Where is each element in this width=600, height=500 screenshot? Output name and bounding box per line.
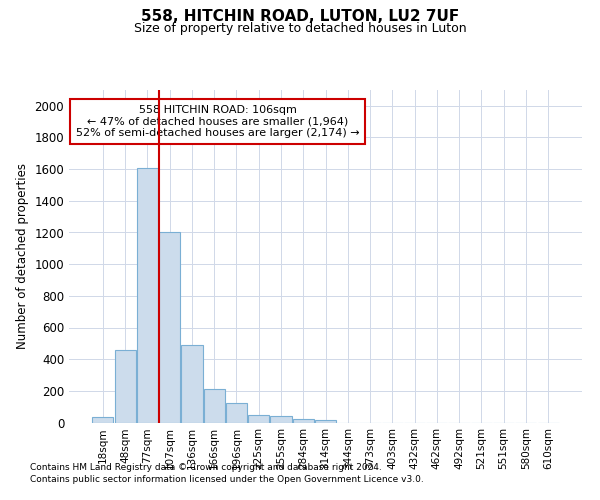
Bar — [271, 416, 292, 422]
Text: Contains public sector information licensed under the Open Government Licence v3: Contains public sector information licen… — [30, 475, 424, 484]
Bar — [248, 414, 269, 422]
Text: Contains HM Land Registry data © Crown copyright and database right 2024.: Contains HM Land Registry data © Crown c… — [30, 464, 382, 472]
Y-axis label: Number of detached properties: Number of detached properties — [16, 163, 29, 349]
Bar — [159, 232, 180, 422]
Bar — [315, 420, 336, 422]
Bar — [92, 417, 113, 422]
Bar — [115, 350, 136, 422]
Text: Size of property relative to detached houses in Luton: Size of property relative to detached ho… — [134, 22, 466, 35]
Bar — [181, 345, 203, 422]
Bar — [293, 419, 314, 422]
Bar — [137, 168, 158, 422]
Text: 558, HITCHIN ROAD, LUTON, LU2 7UF: 558, HITCHIN ROAD, LUTON, LU2 7UF — [141, 9, 459, 24]
Text: 558 HITCHIN ROAD: 106sqm
← 47% of detached houses are smaller (1,964)
52% of sem: 558 HITCHIN ROAD: 106sqm ← 47% of detach… — [76, 105, 359, 138]
Bar — [226, 402, 247, 422]
Bar — [203, 389, 225, 422]
